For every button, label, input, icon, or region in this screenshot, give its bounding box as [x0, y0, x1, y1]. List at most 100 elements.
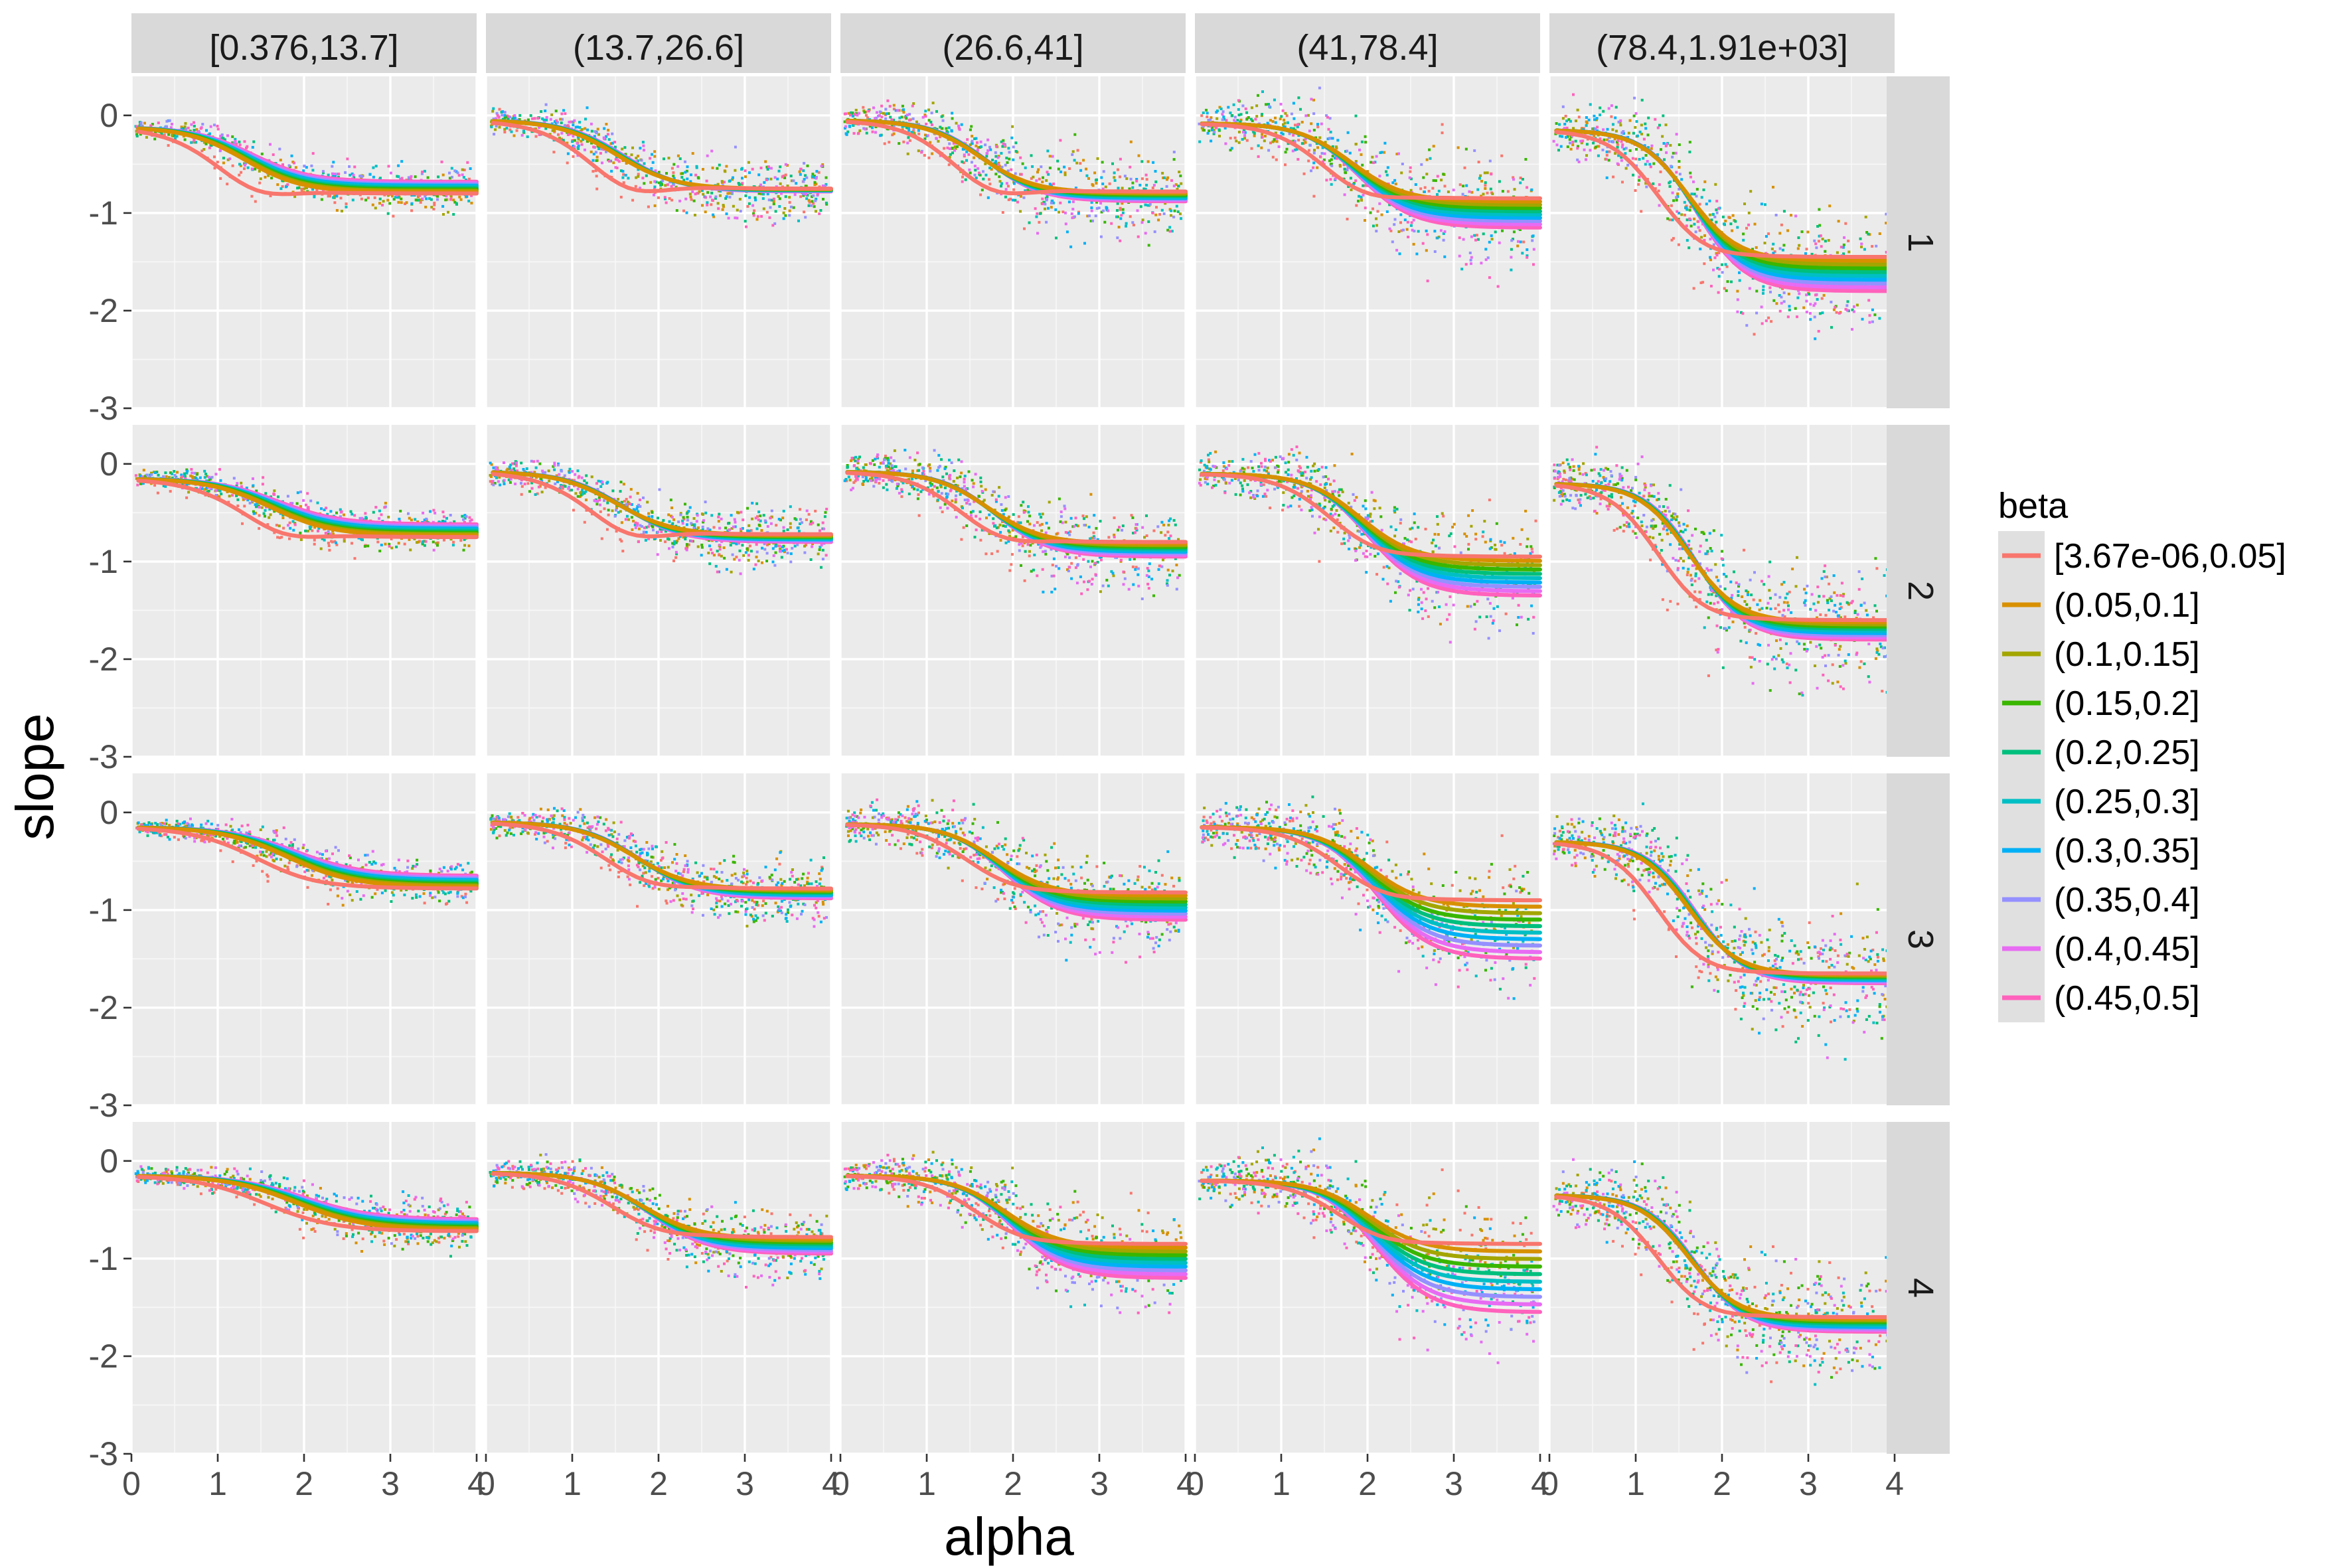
data-point — [858, 112, 861, 115]
data-point — [236, 498, 240, 501]
data-point — [231, 494, 234, 497]
data-point — [1352, 183, 1355, 186]
data-point — [207, 486, 210, 489]
data-point — [252, 140, 256, 143]
data-point — [1283, 125, 1287, 128]
data-point — [708, 528, 712, 532]
data-point — [718, 194, 722, 197]
data-point — [1611, 128, 1614, 131]
data-point — [191, 475, 194, 478]
data-point — [135, 135, 139, 137]
data-point — [741, 182, 744, 185]
data-point — [1108, 182, 1111, 185]
data-point — [1433, 230, 1437, 233]
data-point — [1071, 200, 1075, 203]
data-point — [1170, 230, 1174, 233]
data-point — [912, 129, 915, 133]
data-point — [734, 169, 737, 172]
data-point — [576, 146, 580, 149]
data-point — [470, 518, 473, 522]
data-point — [1806, 230, 1810, 234]
data-point — [653, 185, 657, 189]
data-point — [1427, 190, 1431, 193]
data-point — [805, 197, 809, 200]
data-point — [603, 127, 606, 130]
data-point — [400, 197, 403, 200]
data-point — [552, 151, 556, 154]
data-point — [1676, 210, 1679, 213]
data-point — [769, 177, 773, 181]
data-point — [1638, 179, 1641, 182]
data-point — [980, 189, 984, 192]
data-point — [1023, 227, 1026, 230]
data-point — [1431, 187, 1435, 190]
data-point — [1501, 190, 1504, 193]
data-point — [1245, 139, 1249, 142]
data-point — [323, 509, 326, 511]
data-point — [902, 111, 905, 114]
data-point — [799, 173, 802, 176]
data-point — [980, 145, 983, 148]
data-point — [186, 469, 189, 473]
data-point — [1498, 180, 1501, 183]
data-point — [296, 187, 299, 190]
data-point — [821, 185, 824, 187]
data-point — [1531, 239, 1534, 242]
data-point — [945, 127, 948, 130]
data-point — [892, 104, 896, 107]
data-point — [912, 127, 915, 130]
data-point — [637, 155, 640, 158]
data-point — [262, 476, 265, 479]
data-point — [1688, 141, 1691, 144]
data-point — [185, 484, 189, 487]
data-point — [798, 170, 801, 173]
data-point — [821, 163, 824, 166]
data-point — [1168, 230, 1172, 233]
data-point — [1247, 116, 1250, 119]
data-point — [866, 116, 869, 119]
data-point — [908, 139, 911, 142]
data-point — [1131, 186, 1135, 189]
data-point — [1632, 114, 1636, 118]
data-point — [696, 526, 700, 529]
data-point — [1038, 212, 1042, 215]
data-point — [1082, 159, 1085, 162]
data-point — [1254, 118, 1257, 121]
data-point — [1035, 215, 1038, 218]
data-point — [245, 146, 248, 149]
data-point — [1176, 188, 1179, 191]
data-point — [1555, 143, 1559, 147]
data-point — [807, 204, 811, 207]
data-point — [939, 125, 942, 129]
data-point — [1828, 204, 1832, 208]
data-point — [984, 162, 987, 165]
data-point — [580, 143, 584, 146]
data-point — [328, 548, 331, 552]
data-point — [681, 519, 684, 522]
data-point — [196, 130, 200, 133]
data-point — [139, 482, 142, 485]
data-point — [977, 146, 980, 149]
data-point — [988, 178, 990, 181]
data-point — [1521, 178, 1524, 181]
data-point — [670, 167, 674, 170]
data-point — [1391, 240, 1394, 244]
data-point — [153, 137, 157, 141]
data-point — [445, 516, 448, 520]
data-point — [594, 169, 597, 173]
data-point — [1506, 190, 1510, 193]
data-point — [795, 182, 798, 185]
data-point — [209, 487, 212, 490]
data-point — [1442, 232, 1445, 235]
data-point — [661, 179, 665, 183]
data-point — [544, 110, 547, 112]
data-point — [1464, 147, 1468, 151]
data-point — [1151, 187, 1154, 189]
data-point — [235, 485, 238, 488]
data-point — [529, 114, 532, 118]
data-point — [1052, 183, 1056, 185]
data-point — [463, 538, 466, 541]
data-point — [509, 116, 512, 119]
data-point — [544, 486, 547, 489]
data-point — [551, 129, 554, 132]
